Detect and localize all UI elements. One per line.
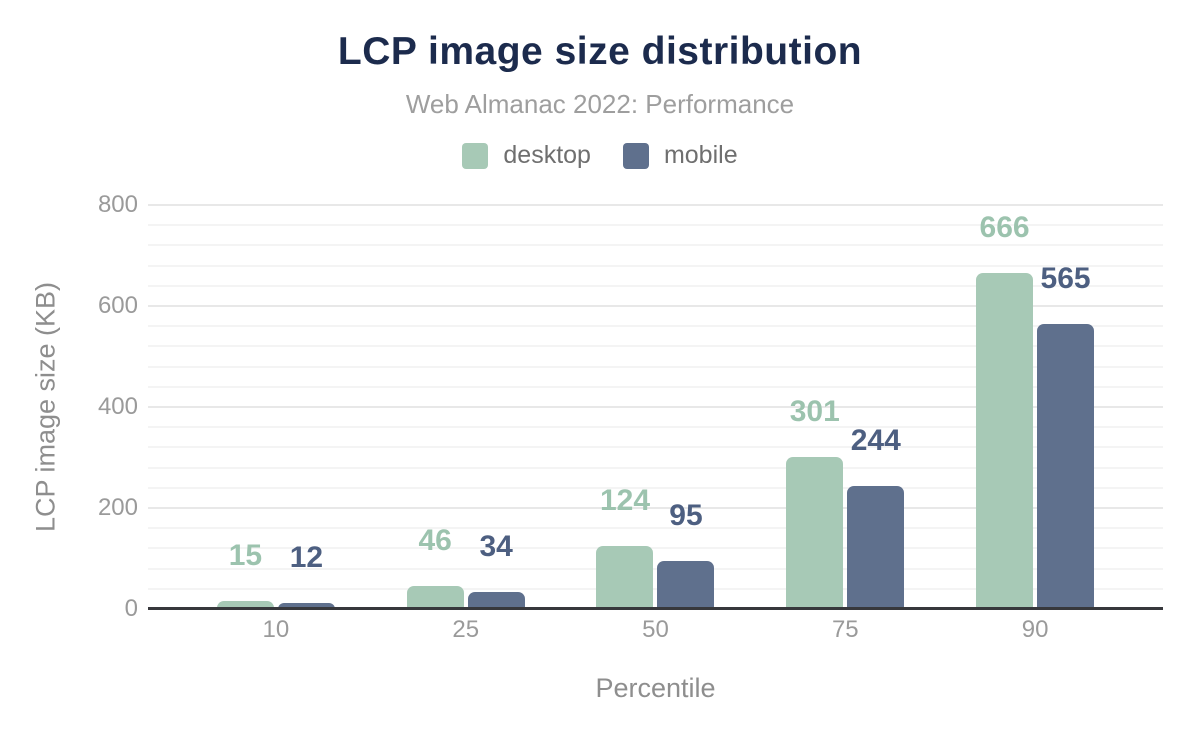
- gridline: [148, 325, 1163, 328]
- y-tick-label: 0: [124, 595, 138, 622]
- x-tick-label: 75: [831, 616, 859, 643]
- bar-mobile-90[interactable]: 565: [1037, 263, 1095, 609]
- gridline: [148, 547, 1163, 550]
- y-tick-label: 400: [97, 393, 138, 420]
- bar-group-75: 301 244: [750, 205, 940, 609]
- bar-value-label: 34: [479, 529, 513, 563]
- bar-desktop-25[interactable]: 46: [406, 525, 464, 609]
- bar-groups: 15 12 46 34 124 95 301 244 666 565: [181, 205, 1130, 609]
- bar-group-90: 666 565: [940, 205, 1130, 609]
- bar-desktop-50[interactable]: 124: [596, 486, 654, 609]
- gridline: [148, 507, 1163, 509]
- gridline: [148, 365, 1163, 368]
- gridline: [148, 587, 1163, 590]
- bar-value-label: 244: [850, 423, 901, 457]
- gridline: [148, 527, 1163, 530]
- gridline: [148, 224, 1163, 227]
- bar-group-10: 15 12: [181, 205, 371, 609]
- gridline: [148, 345, 1163, 348]
- bar-desktop-10[interactable]: 15: [216, 541, 274, 609]
- bar-value-label: 565: [1040, 261, 1091, 295]
- gridline: [148, 264, 1163, 267]
- y-axis-title: LCP image size (KB): [30, 281, 61, 533]
- gridline: [148, 385, 1163, 388]
- x-tick-label: 50: [642, 616, 669, 643]
- y-tick-label: 800: [97, 191, 138, 218]
- legend-label-desktop: desktop: [503, 141, 591, 169]
- bar-group-50: 124 95: [561, 205, 751, 609]
- x-axis-line: [148, 607, 1163, 610]
- gridline: [148, 567, 1163, 570]
- chart-subtitle: Web Almanac 2022: Performance: [405, 89, 795, 119]
- y-axis-tick-labels: 0 200 400 600 800: [0, 191, 138, 622]
- bar-value-label: 46: [418, 523, 452, 557]
- legend-swatch-desktop-icon: [462, 142, 489, 169]
- legend-item-mobile[interactable]: mobile: [622, 141, 738, 170]
- bar-mobile-10[interactable]: 12: [277, 542, 335, 609]
- legend: desktop mobile: [0, 141, 1200, 170]
- bar-mobile-50[interactable]: 95: [657, 501, 715, 609]
- x-axis-tick-labels: 10 25 50 75 90: [148, 616, 1163, 643]
- plot-area: 15 12 46 34 124 95 301 244 666 565: [148, 204, 1163, 609]
- bar-value-label: 124: [599, 484, 651, 518]
- legend-label-mobile: mobile: [663, 141, 738, 169]
- gridline: [148, 466, 1163, 469]
- gridline: [148, 406, 1163, 408]
- bar-value-label: 301: [789, 395, 840, 428]
- gridline: [148, 204, 1163, 206]
- gridline: [148, 284, 1163, 287]
- bar-desktop-90[interactable]: 666: [976, 212, 1034, 609]
- y-tick-label: 600: [97, 292, 138, 319]
- chart-title: LCP image size distribution: [337, 30, 863, 73]
- gridline: [148, 305, 1163, 307]
- bar-group-25: 46 34: [371, 205, 561, 609]
- gridline: [148, 426, 1163, 429]
- y-tick-label: 200: [97, 494, 138, 521]
- x-tick-label: 10: [262, 616, 290, 643]
- x-axis-title: Percentile: [595, 673, 716, 703]
- legend-item-desktop[interactable]: desktop: [462, 141, 591, 170]
- x-tick-label: 90: [1021, 616, 1049, 643]
- bar-value-label: 95: [669, 499, 703, 533]
- gridline: [148, 244, 1163, 247]
- bar-mobile-75[interactable]: 244: [847, 425, 905, 609]
- bar-mobile-25[interactable]: 34: [467, 531, 525, 609]
- gridline: [148, 486, 1163, 489]
- bar-value-label: 15: [228, 539, 263, 573]
- bar-value-label: 666: [979, 210, 1030, 244]
- bar-desktop-75[interactable]: 301: [786, 397, 844, 609]
- gridline: [148, 446, 1163, 449]
- legend-swatch-mobile-icon: [622, 142, 649, 169]
- bar-value-label: 12: [289, 540, 324, 574]
- x-tick-label: 25: [452, 616, 480, 643]
